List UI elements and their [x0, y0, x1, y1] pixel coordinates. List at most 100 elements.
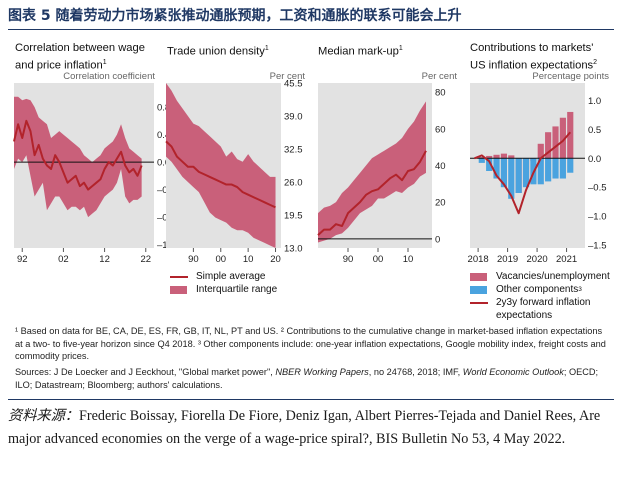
line-swatch	[470, 301, 488, 304]
vacancies-bar	[478, 157, 485, 159]
panel1-title: Correlation between wage and price infla…	[15, 42, 145, 73]
legend-label: Other components	[496, 284, 579, 295]
other-components-bar	[493, 158, 500, 179]
citation: 资料来源：Frederic Boissay, Fiorella De Fiore…	[8, 405, 614, 450]
panel1-title-line1: Correlation between wage	[15, 42, 145, 54]
figure-title: 图表 5 随着劳动力市场紧张推动通胀预期，工资和通胀的联系可能会上升	[8, 8, 462, 24]
panel3-xtick-label: 00	[373, 254, 384, 265]
panel2-simple-average-line	[165, 140, 276, 209]
panel3-interquartile-band	[318, 101, 426, 243]
footnotes: ¹ Based on data for BE, CA, DE, ES, FR, …	[15, 326, 606, 362]
panel3-ytick-label: 80	[435, 88, 446, 99]
vacancies-bar	[559, 117, 566, 159]
title-rule	[8, 29, 614, 30]
panel4-title: Contributions to markets' US inflation e…	[470, 42, 597, 73]
panel3-xtick-label: 10	[403, 254, 414, 265]
other-components-bar	[478, 158, 485, 163]
legend-footnote-ref: 3	[578, 286, 582, 293]
legend-label: expectations	[496, 309, 553, 321]
vacancies-bar	[567, 111, 574, 159]
panel3-title: Median mark-up1	[318, 42, 403, 59]
panel4-title-line1: Contributions to markets'	[470, 42, 594, 54]
panel2-ytick-label: 45.5	[284, 79, 303, 90]
panel4-xtick-label: 2019	[497, 254, 518, 265]
panel4-xtick-label: 2018	[468, 254, 489, 265]
citation-label: 资料来源：	[8, 408, 79, 424]
legend-other: Other components 3	[470, 283, 610, 296]
sources-text: , no 24768, 2018; IMF,	[368, 367, 463, 377]
panel4-xtick-label: 2020	[527, 254, 548, 265]
panel2-ytick-label: 39.0	[284, 112, 303, 123]
other-components-bar	[545, 158, 552, 182]
legend-simple-average: Simple average	[170, 270, 277, 283]
other-components-bar	[567, 158, 574, 173]
panel3-simple-average-line	[317, 150, 427, 236]
legend-label: Interquartile range	[196, 284, 278, 295]
vacancies-bar	[545, 132, 552, 159]
source-rule	[8, 399, 614, 400]
other-components-bar	[522, 158, 530, 188]
panel4-ytick-label: 1.0	[588, 96, 601, 107]
panel1-xtick-label: 92	[17, 254, 28, 265]
legend-forward-cont: expectations	[470, 309, 610, 321]
panel1-unit: Correlation coefficient	[63, 71, 155, 82]
panel2-title: Trade union density1	[167, 42, 269, 59]
sources-italic: NBER Working Papers	[275, 367, 369, 377]
panel2-xtick-label: 90	[188, 254, 199, 265]
other-components-bar	[515, 158, 522, 193]
panel2-interquartile-band	[166, 83, 276, 248]
vacancies-bar	[486, 155, 493, 159]
band-swatch	[170, 285, 187, 294]
other-components-bar	[500, 158, 507, 188]
other-components-bar	[508, 158, 515, 199]
legend-label: Simple average	[196, 271, 266, 282]
sources-text: Sources: J De Loecker and J Eeckhout, "G…	[15, 367, 276, 377]
panel2-footnote-ref: 1	[264, 45, 269, 52]
panel1-ytick-label: 0.0	[157, 158, 170, 169]
panel3-ytick-label: 40	[435, 161, 446, 172]
panel3-unit: Per cent	[421, 71, 457, 82]
panel2-ytick-label: 19.5	[284, 211, 303, 222]
vacancies-bar	[493, 154, 500, 159]
citation-text: Frederic Boissay, Fiorella De Fiore, Den…	[8, 408, 601, 447]
panel1-title-line2: and price inflation	[15, 59, 103, 72]
panel1-xtick-label: 22	[140, 254, 151, 265]
panel2-ytick-label: 13.0	[284, 244, 303, 255]
panel4-unit: Percentage points	[532, 71, 609, 82]
panel3-ytick-label: 60	[435, 124, 446, 135]
sources-note: Sources: J De Loecker and J Eeckhout, "G…	[15, 366, 611, 391]
panel2-ytick-label: 32.5	[284, 145, 303, 156]
panel1-ytick-label: 0.8	[157, 103, 170, 114]
line-swatch	[170, 275, 188, 278]
panel2-ytick-label: 26.0	[284, 178, 303, 189]
legend-left: Simple average Interquartile range	[170, 270, 277, 296]
panel4-ytick-label: 0.5	[588, 125, 601, 136]
other-components-bar	[559, 158, 566, 179]
panel2-unit: Per cent	[269, 71, 305, 82]
other-swatch	[470, 285, 487, 294]
panel3-footnote-ref: 1	[398, 45, 403, 52]
vacancies-bar	[500, 153, 507, 159]
panel2-xtick-label: 10	[243, 254, 254, 265]
vacancies-bar	[508, 155, 515, 159]
panel1-xtick-label: 12	[99, 254, 110, 265]
panel3-ytick-label: 20	[435, 198, 446, 209]
legend-label: Vacancies/unemployment	[496, 271, 610, 282]
panel4-ytick-label: 0.0	[588, 154, 601, 165]
panel1-simple-average-line	[13, 119, 143, 191]
legend-label: 2y3y forward inflation	[496, 297, 591, 308]
panel3-xtick-label: 90	[343, 254, 354, 265]
panel4-ytick-label: –1.0	[588, 212, 607, 223]
panel3-title-line1: Median mark-up	[318, 45, 399, 58]
sources-italic: World Economic Outlook	[462, 367, 564, 377]
panel1-footnote-ref: 1	[102, 58, 107, 66]
other-components-bar	[552, 158, 559, 179]
panel4-ytick-label: –1.5	[588, 241, 607, 252]
panel2-xtick-label: 00	[215, 254, 226, 265]
legend-right: Vacancies/unemployment Other components 3…	[470, 270, 610, 321]
forward-inflation-line	[474, 131, 572, 215]
panel4-xtick-label: 2021	[556, 254, 577, 265]
legend-vacancies: Vacancies/unemployment	[470, 270, 610, 283]
sources-text: ; OECD; ILO; Datastream; Bloomberg; auth…	[15, 367, 599, 390]
